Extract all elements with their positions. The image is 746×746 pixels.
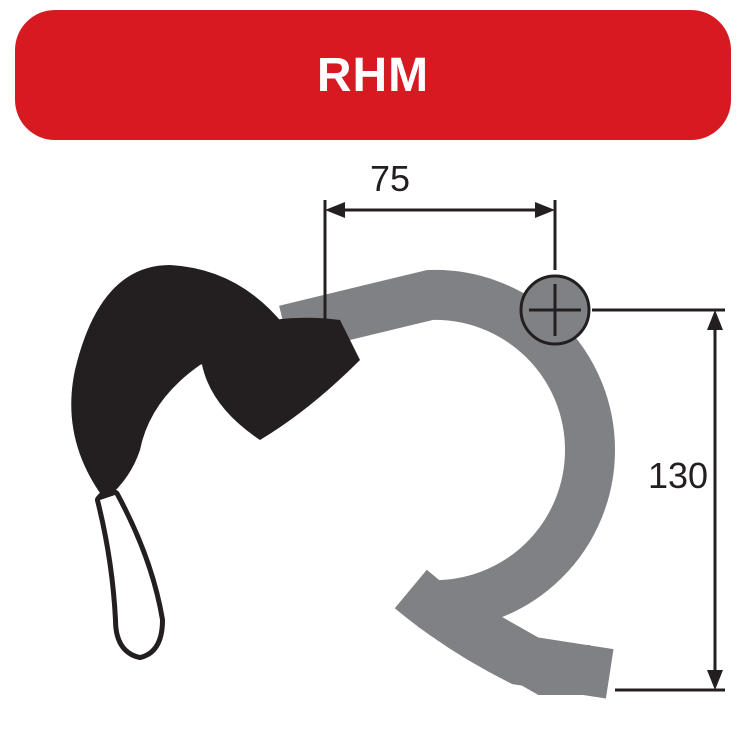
clamp-circle: [521, 276, 589, 344]
drop-value-label: 130: [648, 455, 708, 497]
hood-silhouette: [71, 265, 360, 655]
reach-value-label: 75: [370, 158, 410, 200]
header-title: RHM: [317, 48, 429, 103]
stage: RHM: [0, 0, 746, 746]
diagram-svg: [0, 150, 746, 746]
reach-arrow-left: [325, 202, 345, 218]
header-pill: RHM: [15, 10, 731, 140]
drop-arrow-bottom: [707, 670, 723, 690]
dimension-drop: [592, 310, 725, 690]
reach-arrow-right: [535, 202, 555, 218]
hood-junction: [200, 318, 360, 440]
drop-arrow-top: [707, 310, 723, 330]
handlebar-diagram: [0, 150, 746, 746]
